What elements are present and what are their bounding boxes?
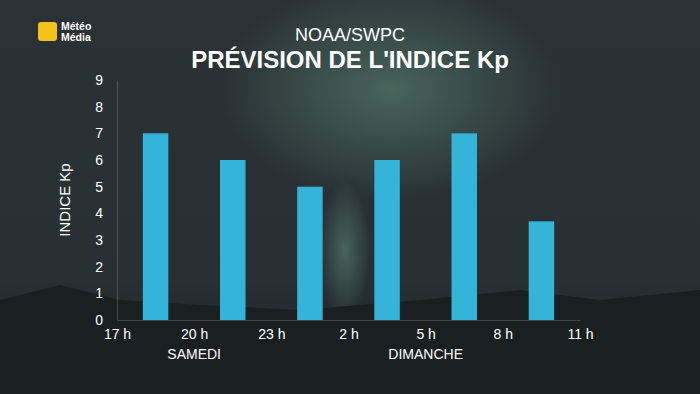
bar xyxy=(529,221,554,320)
y-tick: 8 xyxy=(95,99,117,115)
bars xyxy=(143,133,554,320)
bar xyxy=(297,187,322,320)
bar xyxy=(374,160,399,320)
annotation: DIMANCHE xyxy=(388,346,463,362)
logo-text: Média xyxy=(61,31,91,43)
y-tick: 5 xyxy=(95,179,117,195)
tick-label: 1 xyxy=(95,285,103,301)
annotation: SAMEDI xyxy=(167,346,221,362)
y-tick: 2 xyxy=(95,259,117,275)
ground xyxy=(0,285,700,394)
tick-label: 6 xyxy=(95,152,103,168)
background-fill xyxy=(0,0,700,394)
x-tick: 23 h xyxy=(258,320,285,342)
y-tick: 1 xyxy=(95,285,117,301)
tick-label: 17 h xyxy=(104,326,131,342)
aurora-glow xyxy=(320,180,370,320)
bar xyxy=(143,133,168,320)
y-tick: 4 xyxy=(95,205,117,221)
chart: MétéoMédia NOAA/SWPCPRÉVISION DE L'INDICE… xyxy=(0,0,700,394)
x-tick: 20 h xyxy=(181,320,208,342)
subtitle: NOAA/SWPC xyxy=(295,25,405,45)
tick-label: 2 h xyxy=(339,326,358,342)
x-tick: 17 h xyxy=(104,320,131,342)
x-tick: 2 h xyxy=(339,320,358,342)
y-axis-title: INDICE Kp xyxy=(56,163,73,236)
y-tick: 9 xyxy=(95,72,117,88)
tick-label: 20 h xyxy=(181,326,208,342)
tick-label: 9 xyxy=(95,72,103,88)
y-tick: 7 xyxy=(95,125,117,141)
tick-label: 11 h xyxy=(567,326,593,342)
tick-label: 2 xyxy=(95,259,103,275)
y-axis: 0 1 2 3 4 5 6 7 8 9 xyxy=(95,72,117,328)
bar xyxy=(452,133,477,320)
tick-label: 8 h xyxy=(494,326,513,342)
background xyxy=(0,0,700,394)
tick-label: 3 xyxy=(95,232,103,248)
tick-label: 7 xyxy=(95,125,103,141)
logo: MétéoMédia xyxy=(38,20,91,43)
axis-line xyxy=(118,320,581,321)
x-axis: 17 h 20 h 23 h 2 h 5 h 8 h 11 h xyxy=(104,320,594,342)
bar xyxy=(220,160,245,320)
x-tick: 8 h xyxy=(494,320,513,342)
x-tick: 5 h xyxy=(416,320,435,342)
tick-label: 8 xyxy=(95,99,103,115)
logo-icon xyxy=(38,22,57,41)
tick-label: 5 xyxy=(95,179,103,195)
tick-label: 4 xyxy=(95,205,103,221)
y-tick: 6 xyxy=(95,152,117,168)
title: PRÉVISION DE L'INDICE Kp xyxy=(191,46,509,73)
tick-label: 23 h xyxy=(258,326,285,342)
x-tick: 11 h xyxy=(567,320,593,342)
y-tick: 3 xyxy=(95,232,117,248)
axis-line xyxy=(117,81,118,321)
tick-label: 5 h xyxy=(416,326,435,342)
tick-label: 0 xyxy=(95,312,103,328)
